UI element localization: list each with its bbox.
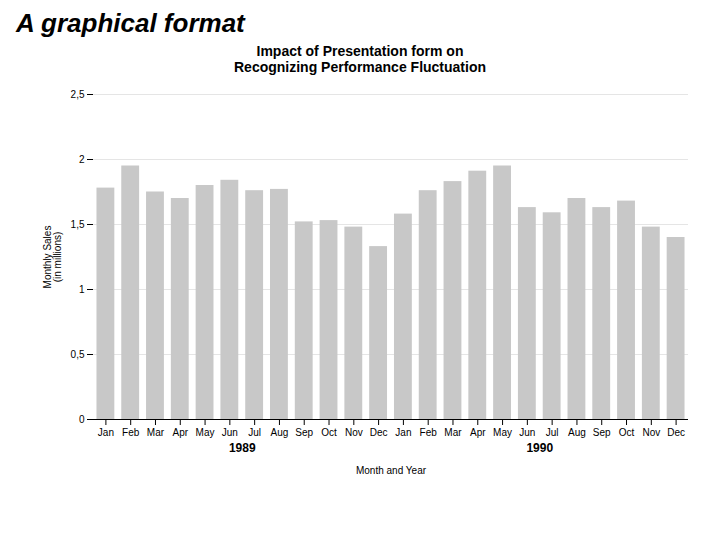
svg-text:Oct: Oct [321, 427, 337, 438]
svg-text:1989: 1989 [229, 441, 256, 455]
svg-text:Jan: Jan [98, 427, 114, 438]
svg-text:Apr: Apr [172, 427, 188, 438]
svg-text:0,5: 0,5 [71, 349, 85, 360]
svg-text:Dec: Dec [370, 427, 388, 438]
svg-text:Mar: Mar [147, 427, 165, 438]
svg-text:May: May [196, 427, 215, 438]
html-text:A graphical format: A graphical format [16, 8, 245, 38]
svg-text:Jun: Jun [519, 427, 535, 438]
svg-text:Mar: Mar [444, 427, 462, 438]
svg-text:2,5: 2,5 [71, 89, 85, 100]
svg-text:Jan: Jan [395, 427, 411, 438]
svg-text:Month and Year: Month and Year [356, 465, 427, 476]
svg-text:Nov: Nov [642, 427, 660, 438]
svg-text:Jun: Jun [222, 427, 238, 438]
svg-text:0: 0 [79, 414, 85, 425]
svg-text:2: 2 [79, 154, 85, 165]
svg-text:Sep: Sep [593, 427, 611, 438]
svg-text:Oct: Oct [619, 427, 635, 438]
svg-text:Jul: Jul [248, 427, 261, 438]
svg-text:1990: 1990 [526, 441, 553, 455]
svg-text:May: May [493, 427, 512, 438]
svg-text:Sep: Sep [295, 427, 313, 438]
svg-text:Nov: Nov [345, 427, 363, 438]
svg-text:Feb: Feb [420, 427, 438, 438]
svg-text:Feb: Feb [122, 427, 140, 438]
svg-text:1,5: 1,5 [71, 219, 85, 230]
svg-text:Dec: Dec [667, 427, 685, 438]
svg-text:Aug: Aug [271, 427, 289, 438]
svg-text:1: 1 [79, 284, 85, 295]
svg-text:Aug: Aug [568, 427, 586, 438]
html-text:Impact of Presentation form on: Impact of Presentation form on Recognizi… [234, 43, 486, 75]
svg-text:Apr: Apr [470, 427, 486, 438]
svg-text:Monthly Sales(in millions): Monthly Sales(in millions) [42, 226, 63, 289]
svg-text:Jul: Jul [546, 427, 559, 438]
